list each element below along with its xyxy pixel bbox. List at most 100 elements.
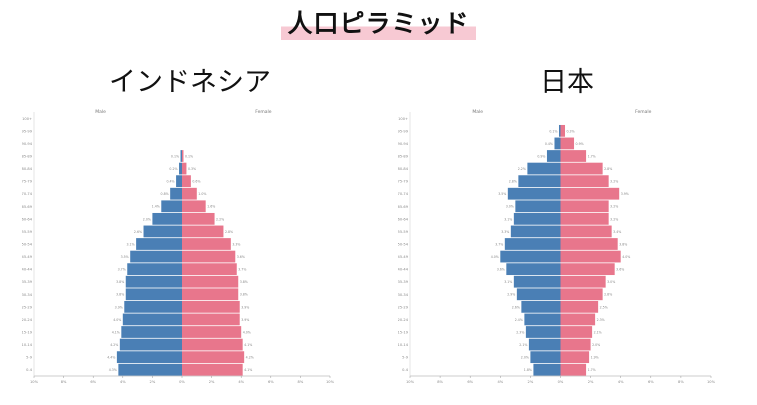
japan-bar-female [560,326,593,338]
japan-y-tick-label: 60-64 [398,217,409,221]
indonesia-bar-male [116,351,182,364]
indonesia-bar-male [118,363,182,376]
indonesia-data-label-female: 3.3% [232,242,240,246]
page-title: 人口ピラミッド [0,4,757,40]
japan-data-label-female: 3.6% [616,268,624,272]
japan-data-label-female: 1.9% [591,356,599,360]
indonesia-bar-male [136,238,182,250]
indonesia-bar-male [125,275,182,288]
indonesia-y-tick-label: 95-99 [22,129,33,133]
japan-y-tick-label: 0-4 [402,368,409,372]
indonesia-y-tick-label: 70-74 [22,192,33,196]
japan-bar-male [515,200,561,213]
indonesia-bar-female [182,351,245,364]
japan-bar-male [554,137,561,150]
japan-y-tick-label: 65-69 [398,205,409,209]
japan-y-tick-label: 90-94 [398,142,409,146]
japan-bar-female [560,162,603,175]
indonesia-y-tick-label: 100+ [22,117,32,121]
indonesia-bar-female [182,212,215,225]
japan-bar-male [500,250,561,263]
japan-data-label-female: 0.9% [576,142,584,146]
indonesia-x-tick-label: 4% [238,380,244,384]
indonesia-data-label-male: 4.4% [107,356,115,360]
japan-data-label-male: 3.1% [504,217,512,221]
indonesia-data-label-female: 3.8% [240,293,248,297]
indonesia-bar-male [119,338,182,351]
japan-bar-female [560,175,609,188]
indonesia-data-label-female: 0.6% [192,180,200,184]
indonesia-legend-female: Female [255,109,272,115]
indonesia-bar-male [180,150,182,162]
indonesia-data-label-male: 4.2% [110,343,118,347]
indonesia-data-label-male: 3.7% [118,268,126,272]
japan-x-tick-label: 4% [618,380,624,384]
indonesia-bar-female [182,162,187,175]
japan-data-label-female: 2.0% [592,343,600,347]
japan-bar-female [560,351,590,364]
japan-y-tick-label: 30-34 [398,293,409,297]
page-title-text: 人口ピラミッド [281,4,476,40]
indonesia-data-label-male: 3.8% [116,293,124,297]
japan-bar-male [504,238,561,250]
indonesia-bar-female [182,338,243,351]
population-pyramid-japan: Male Female 100+ 95-99 0.1% 0.3% 90-94 0.4% 0.9%… [398,109,716,384]
japan-y-tick-label: 70-74 [398,192,409,196]
japan-bar-male [518,175,561,188]
indonesia-bar-male [152,212,182,225]
indonesia-data-label-male: 3.9% [115,305,123,309]
japan-data-label-male: 2.2% [518,167,526,171]
japan-y-tick-label: 35-39 [398,280,409,284]
indonesia-y-tick-label: 10-14 [22,343,33,347]
japan-y-tick-label: 10-14 [398,343,409,347]
indonesia-x-tick-label: 2% [209,380,215,384]
chart-title-japan: 日本 [540,67,594,98]
indonesia-data-label-male: 0.4% [166,180,174,184]
japan-data-label-male: 3.7% [495,242,503,246]
japan-data-label-male: 3.3% [501,230,509,234]
indonesia-y-tick-label: 15-19 [22,331,33,335]
japan-data-label-male: 2.3% [516,330,524,334]
japan-data-label-male: 0.1% [549,129,557,133]
japan-bar-male [528,338,561,351]
japan-data-label-male: 4.0% [491,255,499,259]
japan-data-label-male: 0.9% [537,154,545,158]
japan-bar-female [560,137,575,150]
indonesia-data-label-female: 1.0% [198,192,206,196]
japan-x-tick-label: 10% [406,380,415,384]
indonesia-data-label-female: 4.1% [244,343,252,347]
japan-data-label-female: 3.2% [610,205,618,209]
japan-bar-male [510,225,561,238]
japan-bar-female [560,313,596,326]
japan-data-label-male: 0.4% [545,142,553,146]
indonesia-y-tick-label: 90-94 [22,142,33,146]
indonesia-bar-female [182,263,237,276]
indonesia-bar-female [182,300,240,313]
indonesia-legend-male: Male [95,109,106,115]
japan-data-label-female: 4.0% [622,255,630,259]
japan-bar-female [560,212,609,225]
indonesia-bar-male [130,250,182,263]
indonesia-x-tick-label: 8% [298,380,304,384]
indonesia-data-label-female: 3.8% [240,280,248,284]
japan-data-label-male: 2.0% [521,356,529,360]
indonesia-bar-male [179,162,182,175]
japan-x-tick-label: 10% [707,380,716,384]
indonesia-data-label-male: 4.3% [109,368,117,372]
indonesia-data-label-male: 1.4% [152,205,160,209]
indonesia-bar-female [182,150,184,162]
japan-data-label-female: 2.5% [600,305,608,309]
japan-bar-female [560,275,606,288]
japan-bar-female [560,200,609,213]
japan-data-label-female: 3.0% [607,280,615,284]
japan-y-tick-label: 20-24 [398,318,409,322]
indonesia-y-tick-label: 45-49 [22,255,33,259]
japan-bar-male [513,275,561,288]
population-pyramid-indonesia: Male Female 100+ 95-99 90-94 85-89 0.1% 0.1% 80-… [22,109,335,384]
japan-data-label-female: 2.8% [604,167,612,171]
indonesia-bar-male [127,263,182,276]
indonesia-data-label-female: 3.6% [237,255,245,259]
japan-x-tick-label: 6% [467,380,473,384]
indonesia-bar-male [125,288,182,301]
japan-data-label-male: 1.8% [524,368,532,372]
